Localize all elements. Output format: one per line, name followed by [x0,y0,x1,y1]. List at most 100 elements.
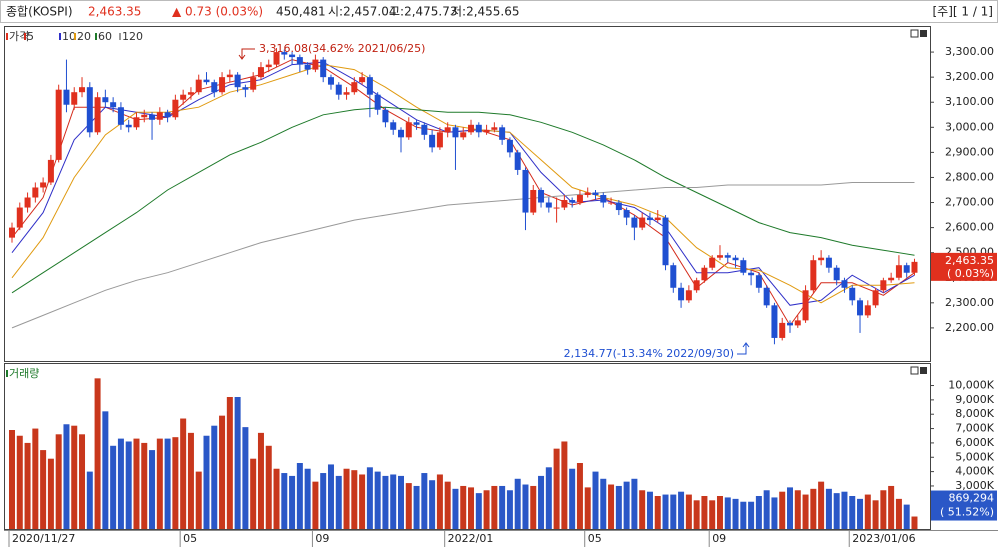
volume-bar [646,491,653,529]
volume-bar [872,500,879,529]
candle-body [864,305,871,316]
volume-bar [273,468,280,529]
candle-body [40,182,47,188]
panel-button[interactable] [910,366,919,375]
page-indicator[interactable]: [주][ 1 / 1] [932,5,993,19]
volume-bar [818,481,825,529]
volume-bar [833,493,840,529]
y-tick-label: 4,000K [955,465,994,478]
candle-body [818,257,825,261]
candle-body [561,200,568,208]
legend-swatch [119,33,121,40]
volume-bar [195,471,202,529]
legend-swatch [6,370,8,377]
y-tick-label: 8,000K [955,407,994,420]
high-annotation: 3,316.08(34.62% 2021/06/25) [259,42,425,55]
candle-body [351,82,358,93]
volume-bar [55,434,62,529]
candle-body [281,52,288,55]
candle-body [514,152,521,170]
volume-bar [382,475,389,529]
y-tick-label: 6,000K [955,436,994,449]
volume-bar [335,475,342,529]
volume-bar [187,432,194,529]
volume-bar [709,500,716,529]
volume-bar [748,501,755,529]
candle-body [242,87,249,90]
candle-body [584,192,591,196]
volume-bar [569,468,576,529]
candle-body [779,322,786,338]
volume-bar [849,496,856,529]
legend-label: 120 [122,30,143,43]
volume-bar [351,470,358,529]
y-tick-label: 10,000K [948,379,994,392]
volume-bar [522,484,529,529]
index-high: 고:2,475.73 [389,5,458,19]
candle-body [390,122,397,130]
panel-button[interactable] [920,30,927,37]
candle-body [530,189,537,213]
candle-body [413,122,420,125]
candle-body [172,99,179,118]
price-panel [4,26,931,362]
candle-body [133,117,140,128]
candle-body [615,202,622,211]
volume-bar [825,488,832,529]
candle-body [522,169,529,213]
y-tick-label: 2,600.00 [945,221,994,234]
panel-button[interactable] [920,367,927,374]
panel-button[interactable] [910,29,919,38]
candle-body [86,87,93,133]
candle-body [716,255,723,258]
candle-body [110,102,117,108]
volume-bar [366,467,373,529]
volume-bar [499,485,506,529]
volume-bar [639,490,646,529]
volume-bar [693,500,700,529]
candle-body [693,280,700,291]
volume-bar [149,450,156,529]
volume-bar [592,471,599,529]
index-price: 2,463.35 [88,5,141,19]
candle-body [421,124,428,135]
candle-body [195,79,202,93]
volume-bar [538,475,545,529]
volume-bar [94,378,101,529]
candle-body [709,257,716,268]
volume-bar [436,474,443,529]
y-tick-label: 9,000K [955,393,994,406]
candle-body [654,217,661,221]
volume-bar [545,467,552,529]
y-tick-label: 3,200.00 [945,70,994,83]
volume-bar [24,442,31,529]
volume-bar [180,418,187,529]
volume-bar [468,487,475,529]
candle-body [429,134,436,148]
volume-bar [514,478,521,529]
volume-bar [561,441,568,529]
last-price-box [931,252,997,281]
volume-bar [895,498,902,529]
candle-body [475,124,482,133]
volume-bar [16,435,23,529]
candle-body [55,89,62,160]
candle-body [436,132,443,148]
index-open: 시:2,457.04 [328,5,397,19]
candle-body [631,217,638,228]
candle-body [47,159,54,183]
y-tick-label: 3,100.00 [945,95,994,108]
volume-bar [156,438,163,529]
y-tick-label: 3,000K [955,479,994,492]
volume-bar [888,485,895,529]
candle-body [63,89,70,105]
y-tick-label: 2,200.00 [945,321,994,334]
candle-body [382,109,389,123]
candle-body [125,124,132,128]
candle-body [312,59,319,70]
volume-bar [460,485,467,529]
y-tick-label: 7,000K [955,422,994,435]
volume-bar [265,445,272,529]
candle-body [327,77,334,85]
